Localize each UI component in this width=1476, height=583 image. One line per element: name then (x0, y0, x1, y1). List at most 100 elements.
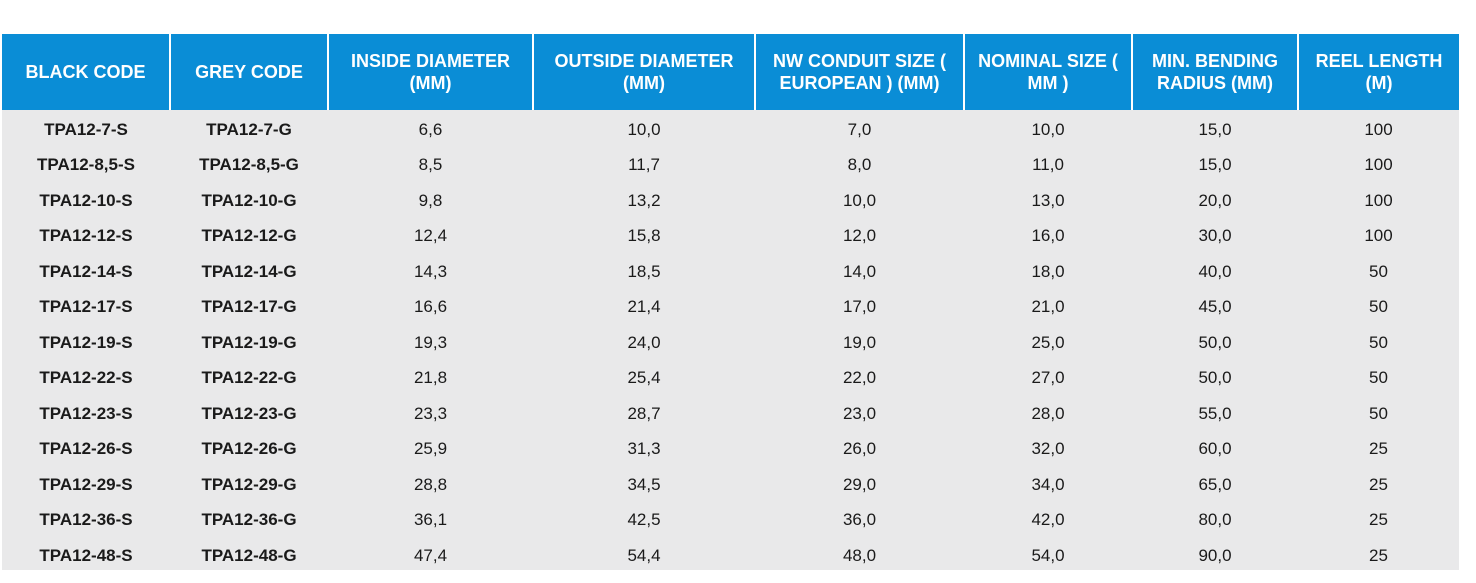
reel-length-cell: 25 (1369, 439, 1388, 459)
grey-code-cell: TPA12-8,5-G (199, 155, 299, 175)
nw-conduit-size-cell: 19,0 (842, 332, 877, 352)
header-min-bending-radius: MIN. BENDING RADIUS (MM) (1132, 34, 1299, 110)
black-code-cell: TPA12-19-S (39, 332, 133, 352)
nominal-size-cell: 32,0 (1031, 439, 1065, 459)
table-row: TPA12-8,5-S TPA12-8,5-G 8,5 11,7 8,0 11,0 15,0… (2, 148, 1459, 184)
table-row: TPA12-26-S TPA12-26-G 25,9 31,3 26,0 32,0 60,0… (2, 432, 1459, 468)
header-nw-conduit-size: NW CONDUIT SIZE ( EUROPEAN ) (MM) (755, 34, 965, 110)
outside-diameter-cell: 18,5 (627, 261, 661, 281)
header-black-code: BLACK CODE (2, 34, 171, 110)
nw-conduit-size-cell: 26,0 (842, 439, 877, 459)
nominal-size-cell: 21,0 (1031, 297, 1065, 317)
reel-length-cell: 50 (1369, 403, 1388, 423)
conduit-spec-table: BLACK CODE GREY CODE INSIDE DIAMETER (MM… (2, 34, 1459, 570)
inside-diameter-cell: 21,8 (413, 368, 448, 388)
nominal-size-cell: 11,0 (1032, 155, 1064, 175)
inside-diameter-cell: 8,5 (418, 155, 443, 175)
nominal-size-cell: 16,0 (1031, 226, 1065, 246)
header-inside-diameter: INSIDE DIAMETER (MM) (328, 34, 534, 110)
reel-length-cell: 100 (1364, 226, 1393, 246)
inside-diameter-cell: 19,3 (413, 332, 448, 352)
outside-diameter-cell: 11,7 (628, 155, 660, 175)
table-row: TPA12-36-S TPA12-36-G 36,1 42,5 36,0 42,0 80,0… (2, 503, 1459, 539)
inside-diameter-cell: 36,1 (413, 510, 448, 530)
min-bending-radius-cell: 30,0 (1198, 226, 1232, 246)
min-bending-radius-cell: 15,0 (1198, 119, 1232, 139)
header-nominal-size: NOMINAL SIZE ( MM ) (964, 34, 1133, 110)
min-bending-radius-cell: 50,0 (1198, 368, 1232, 388)
table-row: TPA12-7-S TPA12-7-G 6,6 10,0 7,0 10,0 15,0 100 (2, 110, 1459, 148)
grey-code-cell: TPA12-22-G (201, 368, 297, 388)
outside-diameter-cell: 42,5 (627, 510, 661, 530)
min-bending-radius-cell: 50,0 (1198, 332, 1232, 352)
min-bending-radius-cell: 90,0 (1198, 545, 1232, 565)
grey-code-cell: TPA12-23-G (201, 403, 297, 423)
nw-conduit-size-cell: 23,0 (842, 403, 877, 423)
outside-diameter-cell: 34,5 (627, 474, 661, 494)
outside-diameter-cell: 25,4 (627, 368, 661, 388)
header-outside-diameter: OUTSIDE DIAMETER (MM) (533, 34, 756, 110)
nominal-size-cell: 42,0 (1031, 510, 1065, 530)
outside-diameter-cell: 24,0 (627, 332, 661, 352)
table-row: TPA12-17-S TPA12-17-G 16,6 21,4 17,0 21,0 45,0… (2, 290, 1459, 326)
header-reel-length: REEL LENGTH (M) (1298, 34, 1459, 110)
min-bending-radius-cell: 65,0 (1198, 474, 1232, 494)
table-row: TPA12-12-S TPA12-12-G 12,4 15,8 12,0 16,0 30,0… (2, 219, 1459, 255)
reel-length-cell: 50 (1369, 297, 1388, 317)
min-bending-radius-cell: 15,0 (1198, 155, 1232, 175)
outside-diameter-cell: 13,2 (627, 190, 661, 210)
black-code-cell: TPA12-14-S (39, 261, 133, 281)
nw-conduit-size-cell: 29,0 (842, 474, 877, 494)
grey-code-cell: TPA12-10-G (201, 190, 297, 210)
grey-code-cell: TPA12-19-G (201, 332, 297, 352)
inside-diameter-cell: 47,4 (413, 545, 448, 565)
black-code-cell: TPA12-7-S (44, 119, 128, 139)
outside-diameter-cell: 54,4 (627, 545, 661, 565)
table-row: TPA12-19-S TPA12-19-G 19,3 24,0 19,0 25,0 50,0… (2, 325, 1459, 361)
black-code-cell: TPA12-36-S (39, 510, 133, 530)
min-bending-radius-cell: 60,0 (1198, 439, 1232, 459)
grey-code-cell: TPA12-48-G (201, 545, 297, 565)
nominal-size-cell: 54,0 (1031, 545, 1065, 565)
reel-length-cell: 25 (1369, 510, 1388, 530)
nw-conduit-size-cell: 22,0 (842, 368, 877, 388)
table-row: TPA12-48-S TPA12-48-G 47,4 54,4 48,0 54,0 90,0… (2, 538, 1459, 570)
nw-conduit-size-cell: 17,0 (842, 297, 877, 317)
table-row: TPA12-14-S TPA12-14-G 14,3 18,5 14,0 18,0 40,0… (2, 254, 1459, 290)
reel-length-cell: 100 (1364, 190, 1393, 210)
nw-conduit-size-cell: 12,0 (842, 226, 877, 246)
grey-code-cell: TPA12-17-G (201, 297, 297, 317)
grey-code-cell: TPA12-7-G (206, 119, 292, 139)
black-code-cell: TPA12-29-S (39, 474, 133, 494)
outside-diameter-cell: 31,3 (627, 439, 661, 459)
nominal-size-cell: 13,0 (1031, 190, 1065, 210)
nw-conduit-size-cell: 36,0 (842, 510, 877, 530)
table-row: TPA12-22-S TPA12-22-G 21,8 25,4 22,0 27,0 50,0… (2, 361, 1459, 397)
inside-diameter-cell: 25,9 (413, 439, 448, 459)
reel-length-cell: 50 (1369, 261, 1388, 281)
header-grey-code: GREY CODE (170, 34, 329, 110)
inside-diameter-cell: 6,6 (418, 119, 443, 139)
black-code-cell: TPA12-8,5-S (37, 155, 135, 175)
reel-length-cell: 100 (1364, 155, 1393, 175)
nominal-size-cell: 25,0 (1031, 332, 1065, 352)
inside-diameter-cell: 12,4 (413, 226, 448, 246)
outside-diameter-cell: 28,7 (627, 403, 661, 423)
min-bending-radius-cell: 45,0 (1198, 297, 1232, 317)
black-code-cell: TPA12-48-S (39, 545, 133, 565)
grey-code-cell: TPA12-36-G (201, 510, 297, 530)
black-code-cell: TPA12-10-S (39, 190, 133, 210)
inside-diameter-cell: 16,6 (413, 297, 448, 317)
black-code-cell: TPA12-26-S (39, 439, 133, 459)
table-body: TPA12-7-S TPA12-7-G 6,6 10,0 7,0 10,0 15,0 100 T… (2, 110, 1459, 570)
outside-diameter-cell: 15,8 (627, 226, 661, 246)
reel-length-cell: 25 (1369, 474, 1388, 494)
nw-conduit-size-cell: 14,0 (842, 261, 877, 281)
reel-length-cell: 25 (1369, 545, 1388, 565)
reel-length-cell: 100 (1364, 119, 1393, 139)
min-bending-radius-cell: 40,0 (1198, 261, 1232, 281)
nominal-size-cell: 34,0 (1031, 474, 1065, 494)
black-code-cell: TPA12-12-S (39, 226, 133, 246)
nominal-size-cell: 28,0 (1031, 403, 1065, 423)
grey-code-cell: TPA12-29-G (201, 474, 297, 494)
